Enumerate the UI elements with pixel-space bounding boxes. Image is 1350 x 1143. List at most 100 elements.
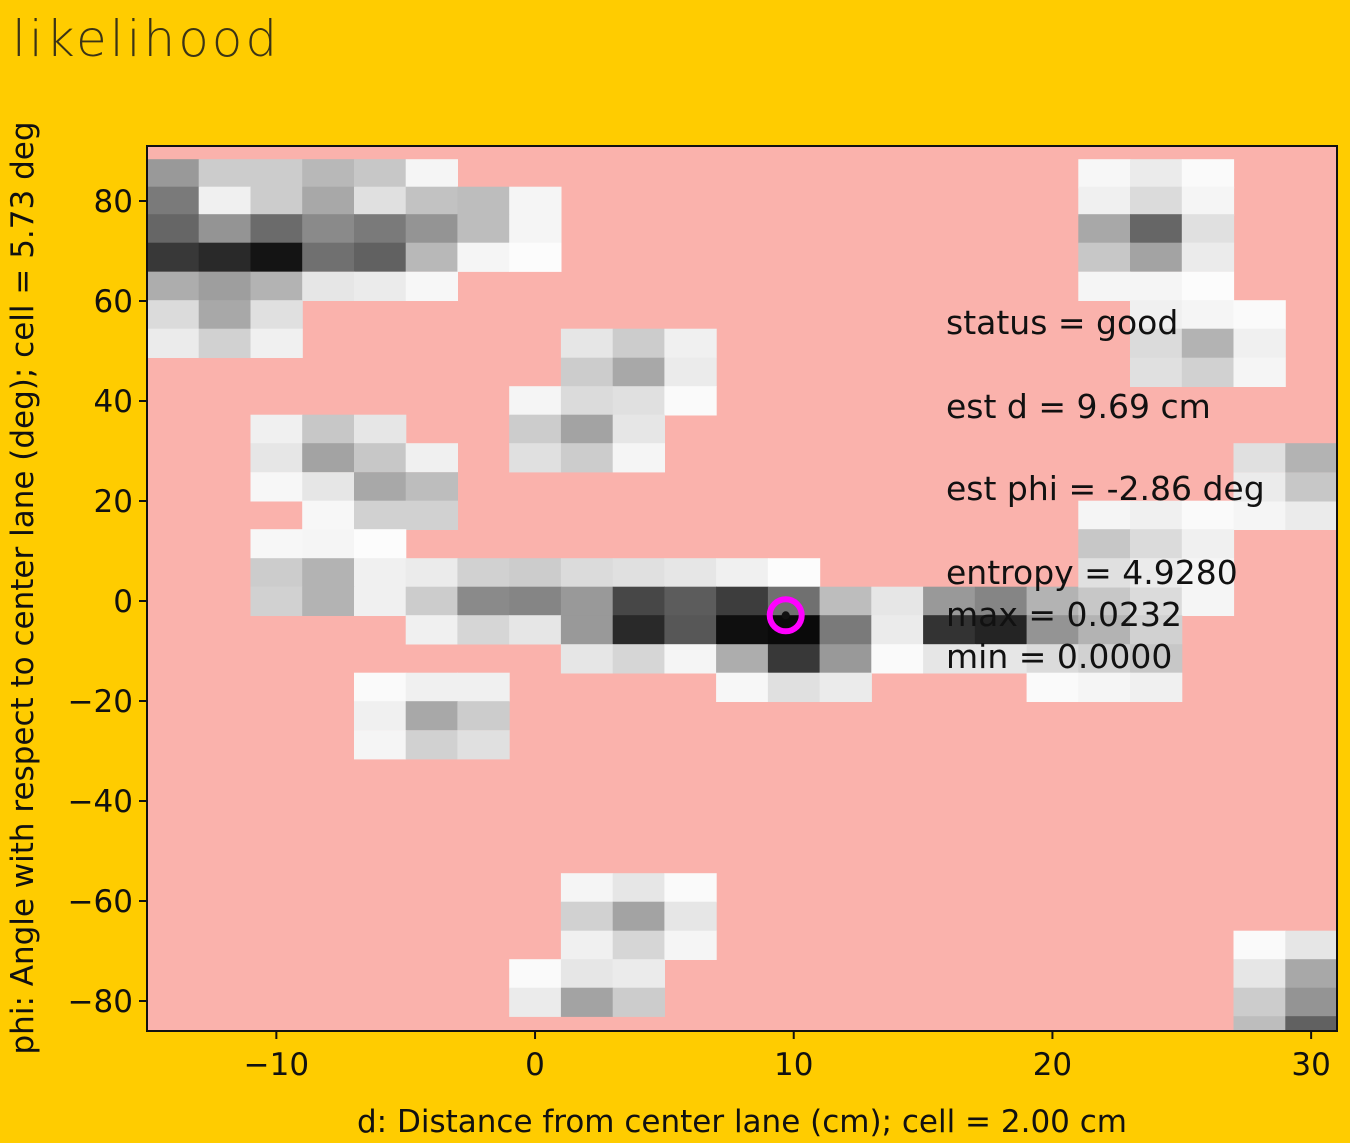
- heatmap-cell: [250, 214, 303, 244]
- heatmap-cell: [871, 615, 924, 645]
- heatmap-cell: [354, 271, 407, 301]
- heatmap-cell: [354, 159, 407, 189]
- y-axis-label: phi: Angle with respect to center lane (…: [5, 121, 41, 1054]
- heatmap-cell: [1233, 443, 1286, 473]
- heatmap-cell: [974, 586, 1028, 616]
- heatmap-cell: [405, 701, 458, 731]
- heatmap-cell: [612, 873, 665, 903]
- heatmap-cell: [1233, 959, 1286, 989]
- heatmap-cell: [612, 357, 665, 387]
- heatmap-cell: [1026, 644, 1079, 674]
- heatmap-cell: [457, 186, 510, 216]
- heatmap-cell: [716, 672, 769, 702]
- heatmap-cell: [1130, 672, 1183, 702]
- heatmap-cell: [1285, 959, 1337, 989]
- heatmap-cell: [457, 214, 510, 244]
- heatmap-cell: [560, 901, 614, 931]
- heatmap-cell: [560, 930, 614, 960]
- heatmap-cell: [405, 443, 458, 473]
- heatmap-cell: [354, 443, 407, 473]
- heatmap-cell: [405, 214, 458, 244]
- annotation-line: max = 0.0232: [946, 595, 1182, 634]
- heatmap-cell: [560, 414, 614, 444]
- heatmap-cell: [198, 159, 251, 189]
- heatmap-cell: [560, 443, 614, 473]
- estimate-ring: [766, 596, 805, 635]
- heatmap-cell: [250, 159, 303, 189]
- heatmap-cell: [1026, 615, 1079, 645]
- heatmap-cell: [767, 644, 821, 674]
- heatmap-cell: [302, 443, 355, 473]
- heatmap-cell: [354, 586, 407, 616]
- heatmap-cell: [509, 959, 562, 989]
- heatmap-cell: [250, 472, 303, 502]
- y-axis: −80 −60 −40 −20 0 20 40 60 80: [68, 184, 147, 1020]
- heatmap-cell: [509, 558, 562, 588]
- x-axis: −10 0 10 20 30: [244, 1031, 1331, 1083]
- heatmap-cell: [1130, 159, 1183, 189]
- heatmap-cell: [147, 186, 200, 216]
- heatmap-cell: [664, 901, 717, 931]
- heatmap-cell: [612, 443, 665, 473]
- heatmap-cell: [198, 328, 251, 358]
- heatmap-cell: [1181, 300, 1235, 330]
- heatmap-cell: [457, 586, 510, 616]
- heatmap-cell: [405, 730, 458, 760]
- heatmap-cell: [302, 472, 355, 502]
- heatmap-cell: [354, 242, 407, 272]
- heatmap-cell: [1181, 586, 1235, 616]
- heatmap-cell: [664, 558, 717, 588]
- heatmap-cell: [612, 414, 665, 444]
- heatmap-cell: [354, 672, 407, 702]
- heatmap-cell: [250, 414, 303, 444]
- heatmap-cell: [923, 586, 976, 616]
- heatmap-cell: [1285, 1016, 1337, 1031]
- y-tick-label: −60: [68, 884, 133, 920]
- heatmap-cell: [509, 443, 562, 473]
- heatmap-cell: [1078, 242, 1131, 272]
- heatmap-cell: [1078, 500, 1131, 530]
- heatmap-cell: [250, 328, 303, 358]
- heatmap-cell: [198, 271, 251, 301]
- heatmap-cell: [250, 271, 303, 301]
- heatmap-cell: [612, 386, 665, 416]
- heatmap-cell: [923, 615, 976, 645]
- estimate-dot: [781, 611, 790, 620]
- heatmap-cell: [405, 271, 458, 301]
- heatmap-cell: [509, 987, 562, 1017]
- heatmap-cell: [302, 529, 355, 559]
- heatmap-cell: [1078, 159, 1131, 189]
- estimate-marker: [766, 596, 805, 635]
- heatmap-cell: [819, 672, 872, 702]
- heatmap-cell: [1285, 443, 1337, 473]
- heatmap-cell: [1130, 615, 1183, 645]
- heatmap-cell: [354, 472, 407, 502]
- heatmap-cell: [560, 987, 614, 1017]
- heatmap-cell: [302, 214, 355, 244]
- heatmap-cell: [302, 500, 355, 530]
- heatmap-cell: [1130, 214, 1183, 244]
- heatmap-cell: [302, 186, 355, 216]
- heatmap-cell: [1285, 930, 1337, 960]
- heatmap-cell: [147, 242, 200, 272]
- heatmap-cell: [457, 558, 510, 588]
- heatmap-cell: [560, 386, 614, 416]
- heatmap-cell: [1078, 529, 1131, 559]
- annotation-block: status = good est d = 9.69 cm est phi = -2…: [946, 303, 1265, 676]
- heatmap-cell: [405, 472, 458, 502]
- heatmap-cell: [509, 214, 562, 244]
- heatmap-cell: [612, 586, 665, 616]
- annotation-line: est phi = -2.86 deg: [946, 469, 1265, 508]
- heatmap-cell: [457, 615, 510, 645]
- heatmap-cell: [457, 701, 510, 731]
- heatmap-cell: [1130, 644, 1183, 674]
- x-tick-label: 30: [1291, 1047, 1330, 1083]
- heatmap-cell: [1181, 214, 1235, 244]
- heatmap-cell: [457, 672, 510, 702]
- heatmap-cells: [147, 159, 1337, 1031]
- annotation-line: min = 0.0000: [946, 637, 1172, 676]
- heatmap-cell: [612, 558, 665, 588]
- y-tick-label: 80: [94, 184, 133, 220]
- heatmap-cell: [871, 586, 924, 616]
- heatmap-cell: [1285, 500, 1337, 530]
